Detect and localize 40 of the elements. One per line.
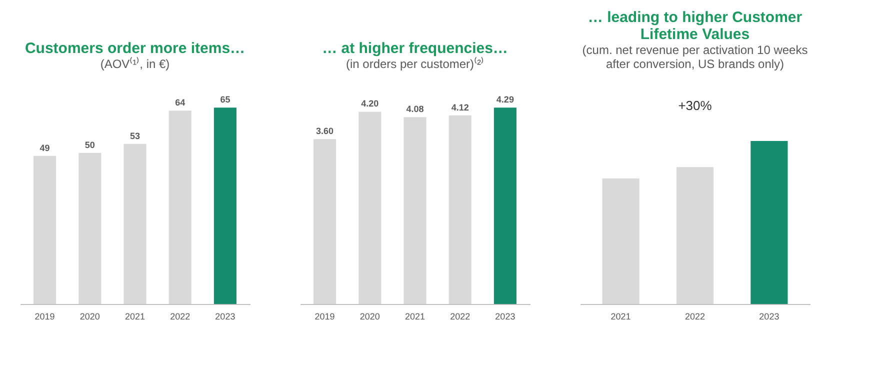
data-label: 53 [130, 130, 140, 141]
data-label: 49 [40, 142, 50, 153]
x-tick-label: 2023 [495, 312, 516, 322]
bar [404, 117, 426, 304]
data-label: 65 [220, 94, 230, 105]
data-label: 4.08 [406, 104, 424, 114]
x-tick-label: 2022 [170, 312, 190, 322]
bar [78, 152, 102, 304]
chart-title: Customers order more items… [24, 40, 246, 57]
data-label: 4.29 [496, 94, 514, 105]
bar [34, 156, 56, 304]
x-tick-label: 2021 [124, 312, 146, 322]
data-label: 4.20 [361, 98, 379, 109]
data-label: 3.60 [316, 126, 334, 136]
bar [214, 108, 236, 304]
bar [124, 144, 146, 304]
x-tick-label: 2019 [34, 312, 55, 322]
text: +30% [678, 98, 712, 113]
x-tick-label: 2020 [360, 312, 380, 322]
x-tick-label: 2020 [80, 312, 100, 322]
bar [494, 108, 516, 304]
bar [358, 112, 382, 304]
x-tick-label: 2023 [215, 312, 236, 322]
data-label: 64 [175, 98, 186, 108]
x-tick-label: 2023 [759, 312, 780, 322]
chart-title: … leading to higher Customer Lifetime Values [588, 9, 802, 43]
x-tick-label: 2022 [450, 312, 470, 322]
chart-title: … at higher frequencies… [322, 40, 508, 57]
chart-subtitle: (in orders per customer)⁽²⁾ [346, 57, 484, 71]
x-tick-label: 2022 [684, 312, 706, 322]
bar [448, 115, 472, 304]
data-label: 4.12 [451, 102, 469, 112]
data-label: 50 [84, 140, 95, 150]
x-tick-label: 2019 [314, 312, 335, 322]
bar [168, 110, 192, 304]
chart-subtitle: (cum. net revenue per activation 10 weeks after conversion, US brands only) [582, 43, 808, 71]
chart-subtitle: (AOV⁽¹⁾, in €) [100, 57, 170, 71]
bar [314, 139, 336, 304]
x-tick-label: 2021 [404, 312, 426, 322]
x-tick-label: 2021 [610, 312, 631, 322]
